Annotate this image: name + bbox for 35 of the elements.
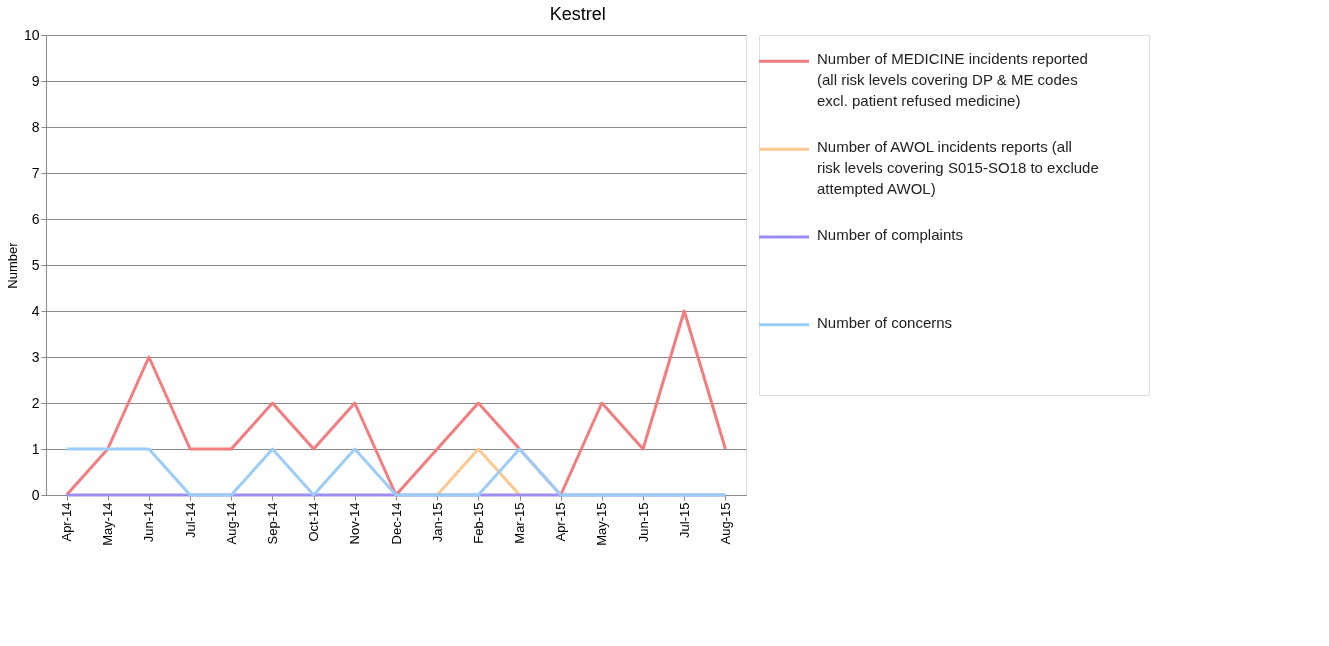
line-series bbox=[65, 309, 727, 497]
x-tick-label: Nov-14 bbox=[347, 502, 363, 545]
x-tick-label: Apr-15 bbox=[553, 502, 569, 542]
y-tick-label: 2 bbox=[31, 394, 40, 411]
y-tick-label: 9 bbox=[31, 72, 40, 89]
y-tick-label: 4 bbox=[31, 302, 40, 319]
y-tick-label: 7 bbox=[31, 164, 40, 181]
x-tick-label: May-14 bbox=[100, 502, 116, 546]
legend-label: Number of concerns bbox=[817, 313, 953, 331]
y-tick-label: 6 bbox=[31, 210, 40, 227]
x-tick-label: Aug-14 bbox=[223, 502, 239, 545]
y-tick-label: 8 bbox=[31, 118, 40, 135]
x-tick-label: Dec-14 bbox=[388, 502, 404, 545]
x-tick-label: Jul-14 bbox=[182, 502, 198, 538]
legend-label: Number of complaints bbox=[817, 225, 963, 243]
y-tick-label: 5 bbox=[31, 256, 40, 273]
legend-label: Number of AWOL incidents reports (all risk levels covering S015-SO18 to exclude attempted AWOL) bbox=[817, 138, 1099, 198]
y-tick-label: 10 bbox=[23, 26, 40, 43]
legend-label: Number of MEDICINE incidents reported (all risk levels covering DP & ME codes excl. patient refused medicine) bbox=[817, 50, 1088, 110]
chart-title: Kestrel bbox=[549, 3, 606, 24]
y-tick-label: 1 bbox=[31, 440, 40, 457]
y-tick-label: 0 bbox=[31, 486, 40, 503]
x-tick-label: Oct-14 bbox=[306, 502, 322, 542]
x-tick-label: Feb-15 bbox=[470, 502, 486, 544]
y-tick-label: 3 bbox=[31, 348, 40, 365]
x-tick-label: Mar-15 bbox=[512, 502, 528, 544]
x-tick-label: Jun-15 bbox=[635, 502, 651, 543]
x-tick-label: Aug-15 bbox=[717, 502, 733, 545]
x-tick-label: Jul-15 bbox=[676, 502, 692, 538]
y-axis-title: Number bbox=[4, 241, 20, 289]
x-tick-label: May-15 bbox=[594, 502, 610, 546]
x-tick-label: Apr-14 bbox=[59, 502, 75, 542]
x-tick-label: Sep-14 bbox=[264, 502, 280, 545]
x-tick-label: Jan-15 bbox=[429, 502, 445, 543]
x-tick-label: Jun-14 bbox=[141, 502, 157, 543]
